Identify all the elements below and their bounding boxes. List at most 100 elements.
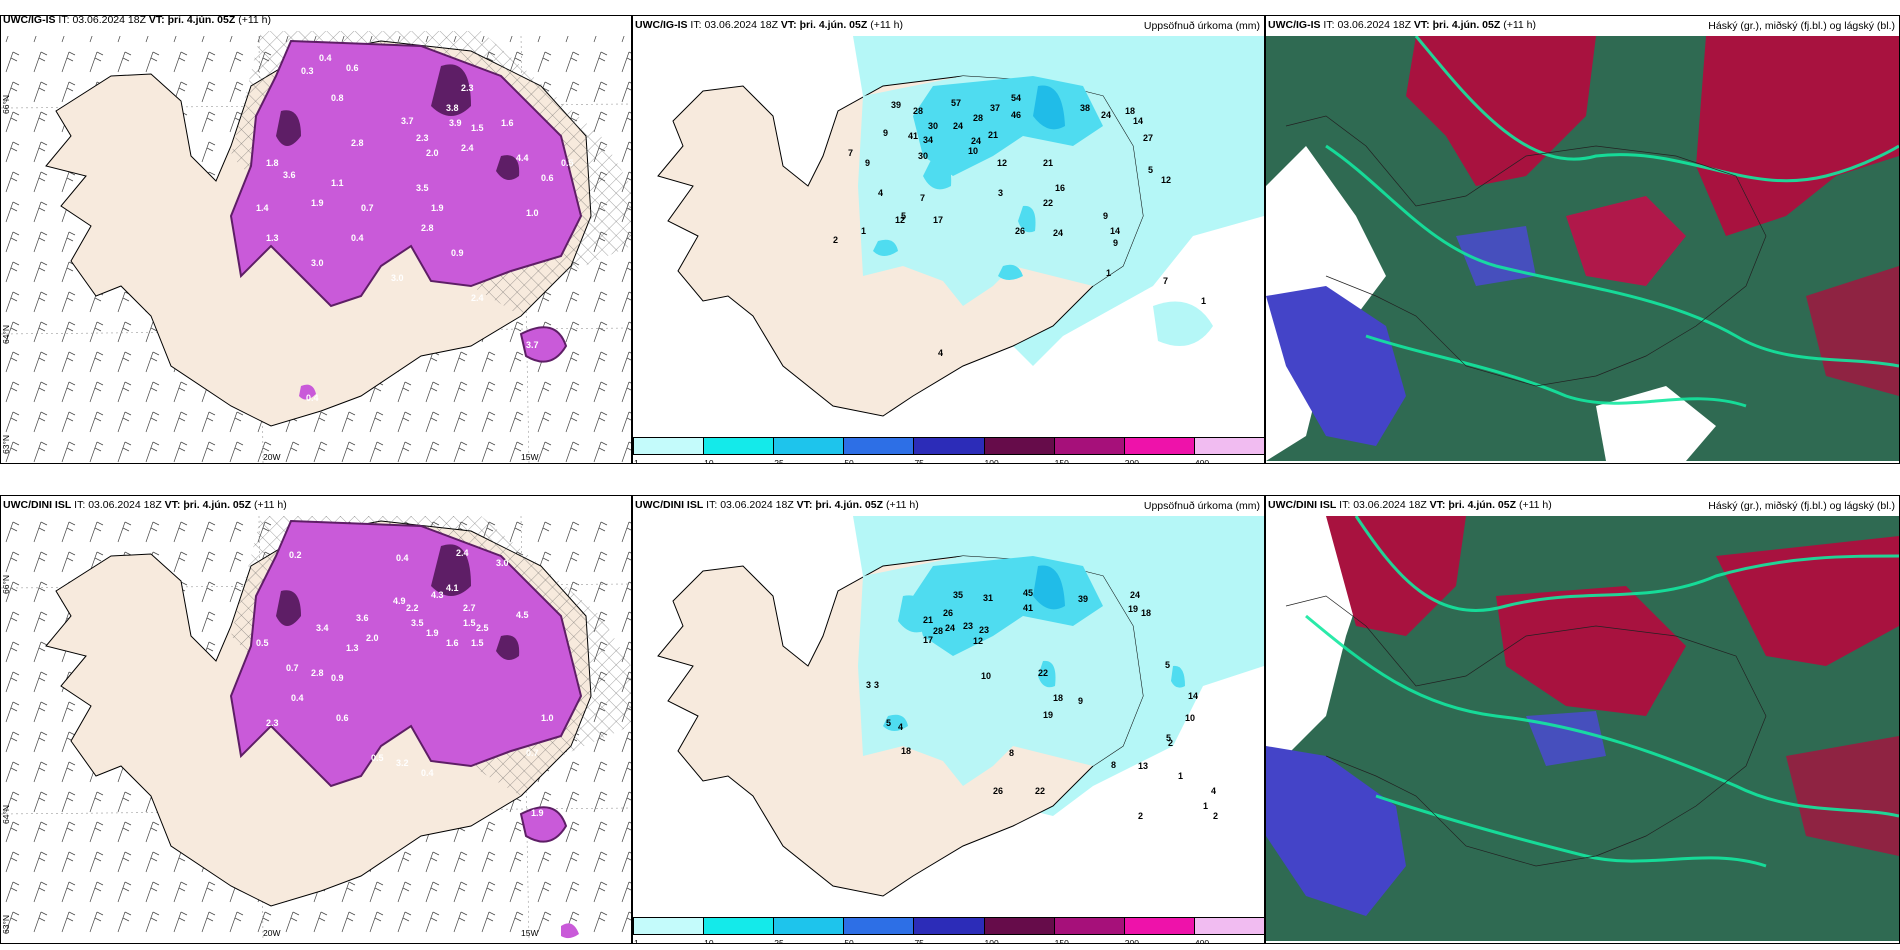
precip-high-area <box>1033 565 1065 610</box>
map-value-label: 46 <box>1011 110 1021 120</box>
map-value-label: 0.7 <box>286 663 299 673</box>
map-value-label: 24 <box>1053 228 1063 238</box>
cloud-blue-west <box>1266 286 1406 446</box>
legend-tick-label: 400 <box>1194 458 1210 464</box>
map-value-label: 2 <box>1168 738 1173 748</box>
map-value-label: 18 <box>901 746 911 756</box>
map-value-label: 3 <box>866 680 871 690</box>
legend-swatch <box>703 437 775 455</box>
map-value-label: 1 <box>861 226 866 236</box>
map-value-label: 0.4 <box>319 53 332 63</box>
legend-swatch <box>913 917 985 935</box>
legend-tick-label: 10 <box>704 938 714 944</box>
cloud-coastline <box>1285 595 1767 867</box>
map-value-label: 18 <box>1125 106 1135 116</box>
map-value-label: 3.0 <box>311 258 324 268</box>
map-value-label: 24 <box>945 623 955 633</box>
precip-spot-a <box>873 239 898 256</box>
map-value-label: 2.2 <box>406 603 419 613</box>
map-value-label: 2 <box>1138 811 1143 821</box>
map-value-label: 3.8 <box>446 103 459 113</box>
map-value-label: 1 <box>1203 801 1208 811</box>
legend-tick-label: 200 <box>1124 458 1139 464</box>
lat-label-64n: 64°N <box>1 325 11 344</box>
map-value-label: 5 <box>1165 660 1170 670</box>
lat-label-63n: 63°N <box>1 435 11 454</box>
cloud-contours <box>1305 516 1899 868</box>
map-value-label: 2.4 <box>471 293 484 303</box>
map-value-label: 22 <box>1035 786 1045 796</box>
map-value-label: 3.2 <box>396 758 409 768</box>
precip-offshore-east <box>1153 301 1213 346</box>
map-value-label: 24 <box>971 136 981 146</box>
map-value-label: 1.4 <box>256 203 269 213</box>
map-value-label: 3.6 <box>356 613 369 623</box>
map-value-label: 1.9 <box>426 628 439 638</box>
wind-panel-dini-isl: UWC/DINI ISL IT: 03.06.2024 18Z VT: þri.… <box>0 495 632 944</box>
map-value-label: 2.3 <box>461 83 474 93</box>
precip-spot-b <box>1038 660 1056 688</box>
wind-value-labels: 0.40.3 0.62.33.83.92.32.03.72.41.5 1.60.81… <box>256 53 574 403</box>
map-value-label: 0.7 <box>526 748 539 758</box>
legend-swatch <box>913 437 985 455</box>
legend-swatch <box>773 437 845 455</box>
map-value-label: 19 <box>1043 710 1053 720</box>
map-value-label: 0.5 <box>371 753 384 763</box>
map-value-label: 1 <box>1106 268 1111 278</box>
map-value-label: 0.6 <box>346 63 359 73</box>
map-value-label: 7 <box>848 148 853 158</box>
panel-title: UWC/DINI ISL IT: 03.06.2024 18Z VT: þri.… <box>3 499 287 511</box>
map-value-label: 18 <box>1053 693 1063 703</box>
panel-title: UWC/IG-IS IT: 03.06.2024 18Z VT: þri. 4.… <box>3 15 271 26</box>
map-value-label: 0.4 <box>351 233 364 243</box>
map-value-label: 1.9 <box>431 203 444 213</box>
legend-tick-label: 200 <box>1124 938 1139 944</box>
precip-legend: 1 10 25 50 75 100 150 200 400 <box>633 437 1264 463</box>
legend-swatch <box>703 917 775 935</box>
map-value-label: 4.1 <box>446 583 459 593</box>
map-value-label: 27 <box>1143 133 1153 143</box>
map-value-label: 0.3 <box>301 66 314 76</box>
map-value-label: 23 <box>979 625 989 635</box>
map-value-label: 39 <box>891 100 901 110</box>
legend-swatch <box>1193 437 1264 455</box>
map-value-label: 10 <box>968 146 978 156</box>
legend-swatch <box>1193 917 1264 935</box>
panel-title: UWC/DINI ISL IT: 03.06.2024 18Z VT: þri.… <box>635 499 919 511</box>
map-value-label: 0.5 <box>561 158 574 168</box>
wind-panel-ig-is: UWC/IG-IS IT: 03.06.2024 18Z VT: þri. 4.… <box>0 15 632 464</box>
map-value-label: 0.9 <box>331 673 344 683</box>
legend-tick-label: 25 <box>774 458 784 464</box>
map-value-label: 1.8 <box>266 158 279 168</box>
cloud-red-east <box>1716 536 1899 666</box>
map-value-label: 26 <box>993 786 1003 796</box>
map-value-label: 1.1 <box>331 178 344 188</box>
wind-purple <box>229 39 583 308</box>
map-value-label: 3.5 <box>416 183 429 193</box>
map-value-label: 3 <box>998 188 1003 198</box>
wind-purple-south <box>299 384 316 400</box>
map-value-label: 14 <box>1110 226 1120 236</box>
legend-tick-label: 100 <box>984 458 999 464</box>
map-value-label: 13 <box>1138 761 1148 771</box>
legend-tick-label: 150 <box>1054 938 1069 944</box>
map-value-label: 4.9 <box>393 596 406 606</box>
map-value-label: 30 <box>928 121 938 131</box>
legend-tick-label: 75 <box>914 938 924 944</box>
precip-spot-c <box>998 264 1023 280</box>
precip-spot-b <box>1018 205 1036 233</box>
cloud-contours <box>1325 36 1899 408</box>
cloud-red-east <box>1696 36 1899 236</box>
wind-purple-south <box>561 923 579 939</box>
legend-swatch <box>773 917 845 935</box>
map-value-label: 0.9 <box>451 248 464 258</box>
map-value-label: 2.0 <box>366 633 379 643</box>
cloud-panel-dini-isl: UWC/DINI ISL IT: 03.06.2024 18Z VT: þri.… <box>1265 495 1900 944</box>
cloud-red-north <box>1326 516 1466 636</box>
map-value-label: 1.5 <box>471 638 484 648</box>
map-value-label: 28 <box>933 626 943 636</box>
legend-swatch <box>1123 917 1195 935</box>
map-value-label: 2.8 <box>351 138 364 148</box>
panel-right-title: Háský (gr.), miðský (fj.bl.) og lágský (… <box>1708 20 1895 32</box>
map-value-label: 24 <box>1101 110 1111 120</box>
